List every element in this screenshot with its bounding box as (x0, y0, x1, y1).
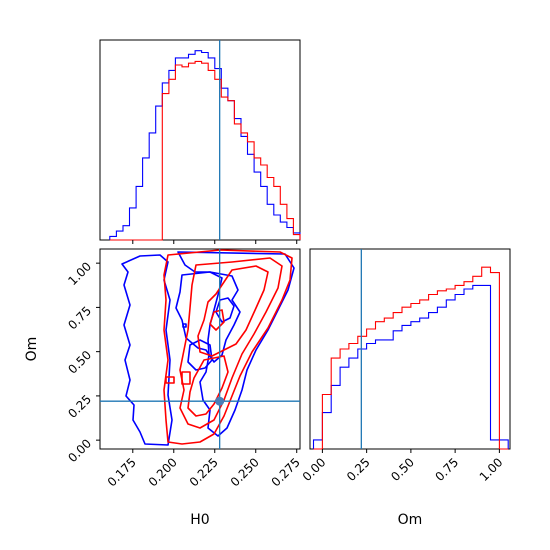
blue-contour-inner-mid (215, 297, 235, 323)
panel-h0-marginal-frame (99, 39, 301, 241)
om-hist-blue (312, 284, 509, 449)
x-axis-label-om: Om (398, 512, 423, 528)
panel-om-marginal: 0.00 0.25 0.50 0.75 1.00 Om (300, 248, 511, 528)
blue-contour-inner-tiny (182, 323, 187, 328)
contour-y-tick-label: 1.00 (65, 259, 94, 288)
red-contour-inner-top (197, 265, 269, 357)
red-contour-mid (179, 257, 283, 429)
h0-marginal-ticks (132, 240, 298, 244)
h0-histogram-series (109, 50, 301, 241)
contour-x-ticks: 0.175 0.200 0.225 0.250 0.275 (105, 449, 303, 489)
panel-contours: 0.175 0.200 0.225 0.250 0.275 0.000.250.500.… (24, 248, 303, 528)
contour-x-tick-label: 0.275 (269, 455, 303, 489)
truth-marker (215, 396, 225, 406)
red-contour-outer (163, 249, 293, 445)
blue-contours (121, 251, 295, 446)
red-contour-inner-small-2 (181, 371, 191, 385)
contour-y-tick-label: 0.50 (65, 348, 94, 377)
contour-x-tick-label: 0.250 (228, 455, 262, 489)
contour-y-ticks: 0.00 0.25 0.50 0.75 1.00 (65, 259, 100, 465)
om-marginal-x-ticks: 0.00 0.25 0.50 0.75 1.00 (300, 449, 506, 484)
contour-y-tick-label: 0.25 (65, 392, 94, 421)
h0-hist-red (109, 60, 301, 241)
x-axis-label-h0: H0 (190, 512, 209, 528)
contour-x-tick-label: 0.175 (105, 455, 139, 489)
panel-contours-frame (99, 248, 301, 450)
contour-y-tick-label: 0.75 (65, 304, 94, 333)
panel-h0-marginal (99, 39, 301, 244)
om-x-tick-label: 1.00 (477, 455, 506, 484)
om-x-tick-label: 0.00 (300, 455, 329, 484)
blue-contour-inner-low (187, 339, 213, 371)
om-x-tick-label: 0.50 (388, 455, 417, 484)
red-contour-inner-low (187, 355, 229, 417)
om-x-tick-label: 0.75 (432, 455, 461, 484)
contour-x-tick-label: 0.200 (146, 455, 180, 489)
y-axis-label-om: Om (24, 337, 40, 362)
h0-hist-blue (109, 50, 301, 240)
red-contour-inner-small (165, 376, 175, 384)
om-hist-red (313, 266, 509, 450)
panel-om-marginal-frame (309, 248, 511, 450)
blue-contour-mid (175, 271, 241, 363)
contour-x-tick-label: 0.225 (187, 455, 221, 489)
om-histogram-series (312, 266, 509, 450)
red-contours (163, 249, 293, 445)
om-x-tick-label: 0.25 (344, 455, 373, 484)
contour-y-tick-label: 0.00 (65, 436, 94, 465)
